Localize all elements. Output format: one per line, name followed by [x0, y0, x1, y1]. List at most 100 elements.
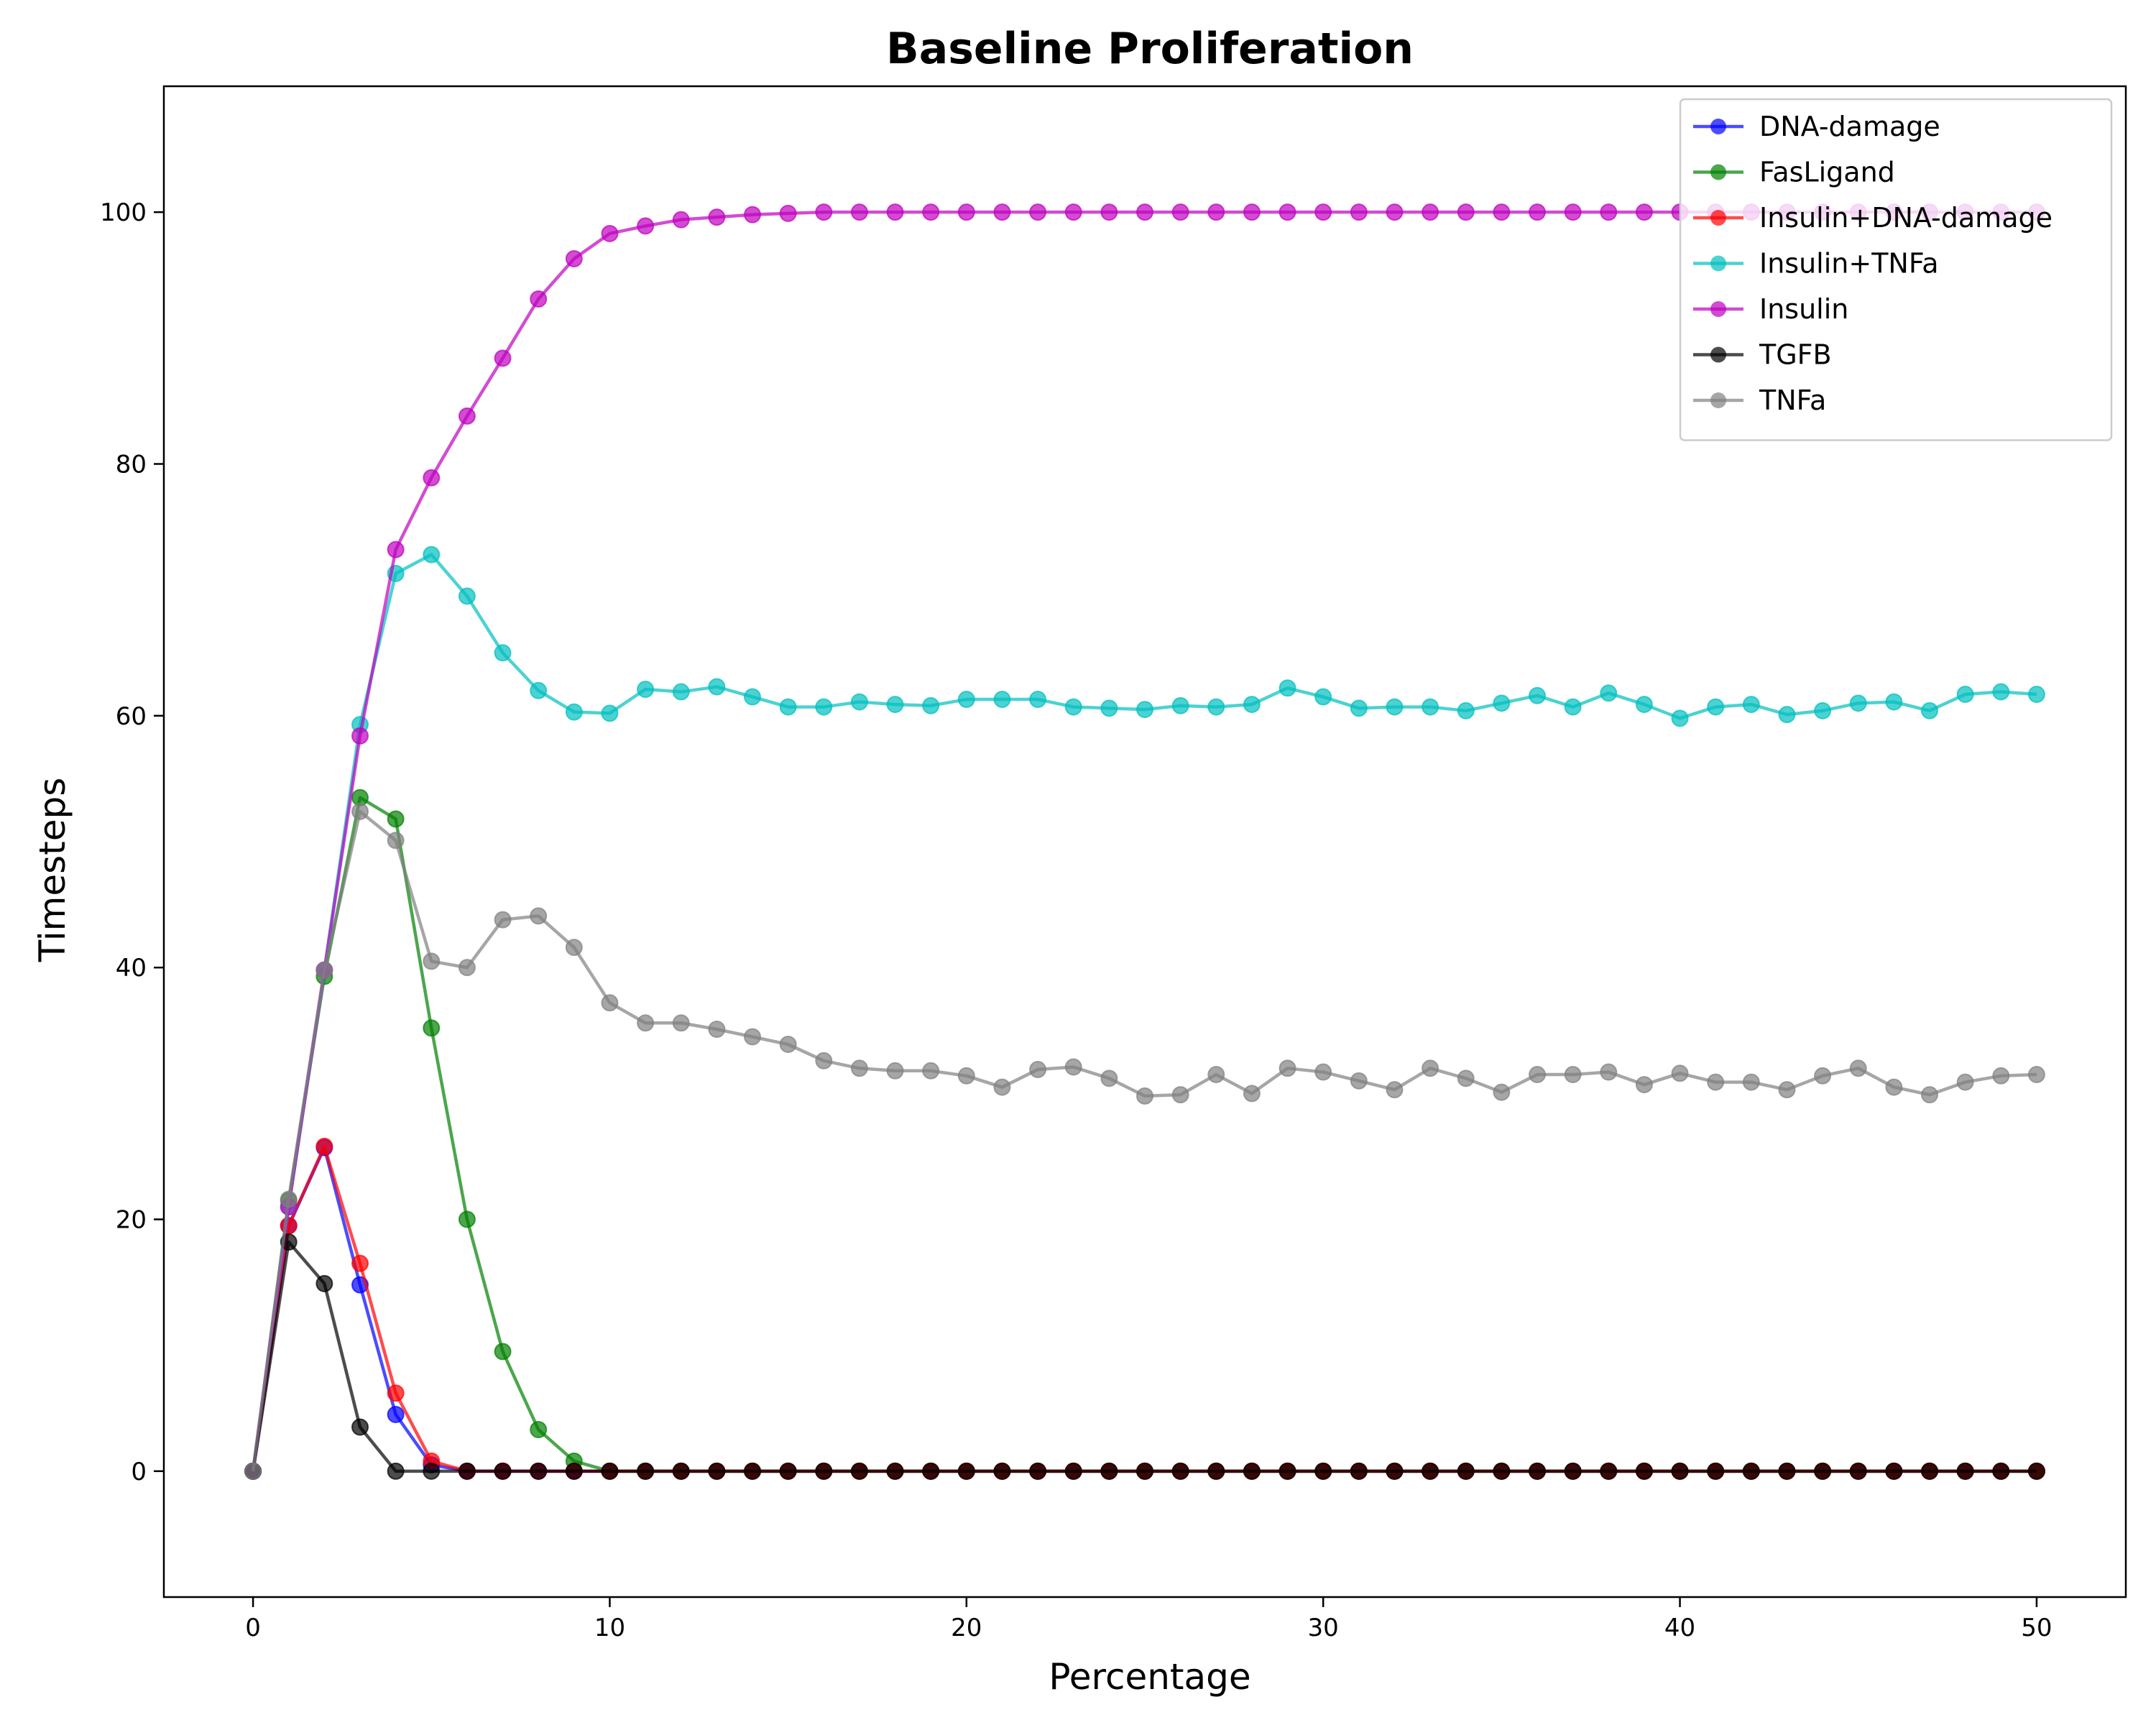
data-point: [850, 203, 868, 221]
data-point: [637, 1462, 655, 1480]
data-point: [351, 1418, 369, 1436]
x-tick-label: 30: [1308, 1614, 1339, 1642]
data-point: [494, 644, 512, 662]
data-point: [779, 204, 797, 222]
legend-box: [1679, 98, 2113, 441]
data-point: [957, 1067, 975, 1085]
data-point: [1635, 1076, 1653, 1094]
data-point: [1171, 696, 1189, 714]
data-point: [387, 540, 405, 558]
data-point: [1136, 203, 1153, 221]
x-tick-label: 50: [2021, 1614, 2052, 1642]
data-point: [1671, 1064, 1689, 1082]
data-point: [387, 832, 405, 850]
x-tick-label: 40: [1664, 1614, 1695, 1642]
data-point: [1742, 1073, 1760, 1091]
data-point: [1386, 1081, 1404, 1099]
data-point: [387, 810, 405, 828]
data-point: [993, 1462, 1011, 1480]
data-point: [993, 203, 1011, 221]
y-tick-label: 0: [131, 1458, 147, 1486]
data-point: [1029, 691, 1047, 709]
data-point: [708, 678, 726, 696]
x-axis-label: Percentage: [1049, 1656, 1250, 1698]
legend-label: DNA-damage: [1759, 111, 1940, 142]
data-point: [1956, 686, 1974, 704]
legend-marker: [1710, 119, 1726, 134]
data-point: [458, 1462, 476, 1480]
data-point: [1029, 203, 1047, 221]
data-point: [1314, 688, 1332, 706]
data-point: [1742, 1462, 1760, 1480]
data-point: [1707, 1073, 1725, 1091]
data-point: [815, 1052, 833, 1070]
legend-marker: [1710, 346, 1726, 363]
data-point: [993, 1078, 1011, 1096]
y-axis: 0 20 40 60 80 100: [100, 198, 164, 1486]
data-point: [1386, 698, 1404, 716]
data-point: [565, 249, 583, 267]
data-point: [744, 1462, 761, 1480]
data-point: [922, 203, 940, 221]
data-point: [1564, 1462, 1582, 1480]
data-point: [850, 1462, 868, 1480]
data-point: [1100, 1462, 1118, 1480]
legend-item: Insulin+TNFa: [1693, 248, 1939, 280]
legend-label: Insulin: [1759, 293, 1848, 325]
data-point: [1029, 1462, 1047, 1480]
data-point: [458, 407, 476, 425]
data-point: [2027, 1462, 2045, 1480]
data-point: [1600, 1063, 1618, 1081]
data-point: [458, 1210, 476, 1228]
data-point: [1529, 203, 1546, 221]
data-point: [601, 1462, 619, 1480]
data-point: [530, 907, 548, 925]
data-point: [315, 1137, 333, 1155]
data-point: [1635, 203, 1653, 221]
series-tgfb: [244, 1233, 2045, 1480]
data-point: [922, 1062, 940, 1080]
data-point: [922, 696, 940, 714]
legend-marker: [1710, 210, 1726, 226]
legend-label: Insulin+TNFa: [1759, 248, 1939, 280]
data-point: [1064, 698, 1082, 716]
data-point: [1564, 1066, 1582, 1084]
data-point: [1529, 1462, 1546, 1480]
data-point: [1921, 702, 1938, 719]
series-insulin-tnfa: [244, 546, 2045, 1480]
data-point: [957, 691, 975, 709]
data-point: [494, 911, 512, 929]
legend-item: TGFB: [1693, 339, 1832, 371]
data-point: [1314, 1462, 1332, 1480]
data-point: [530, 681, 548, 699]
data-point: [1422, 1462, 1439, 1480]
data-point: [1207, 203, 1225, 221]
data-point: [1885, 1078, 1903, 1096]
chart-title: Baseline Proliferation: [886, 24, 1414, 74]
data-point: [850, 1059, 868, 1077]
data-point: [1600, 1462, 1618, 1480]
data-point: [494, 1462, 512, 1480]
data-point: [672, 1462, 690, 1480]
data-point: [1778, 1081, 1796, 1099]
data-point: [1707, 1462, 1725, 1480]
data-point: [1064, 1058, 1082, 1076]
legend-marker: [1710, 255, 1726, 272]
data-point: [387, 1406, 405, 1424]
y-tick-label: 60: [116, 702, 147, 731]
data-point: [886, 203, 904, 221]
data-point: [1529, 1066, 1546, 1084]
data-point: [850, 693, 868, 711]
data-point: [315, 961, 333, 979]
data-point: [1100, 699, 1118, 717]
data-point: [1956, 1462, 1974, 1480]
x-axis: 0 10 20 30 40 50: [245, 1597, 2053, 1642]
data-point: [1493, 694, 1511, 712]
data-point: [351, 1254, 369, 1272]
data-point: [458, 587, 476, 605]
data-point: [922, 1462, 940, 1480]
data-point: [494, 349, 512, 367]
legend-label: TGFB: [1759, 339, 1832, 371]
data-point: [1814, 702, 1832, 719]
data-point: [886, 696, 904, 714]
